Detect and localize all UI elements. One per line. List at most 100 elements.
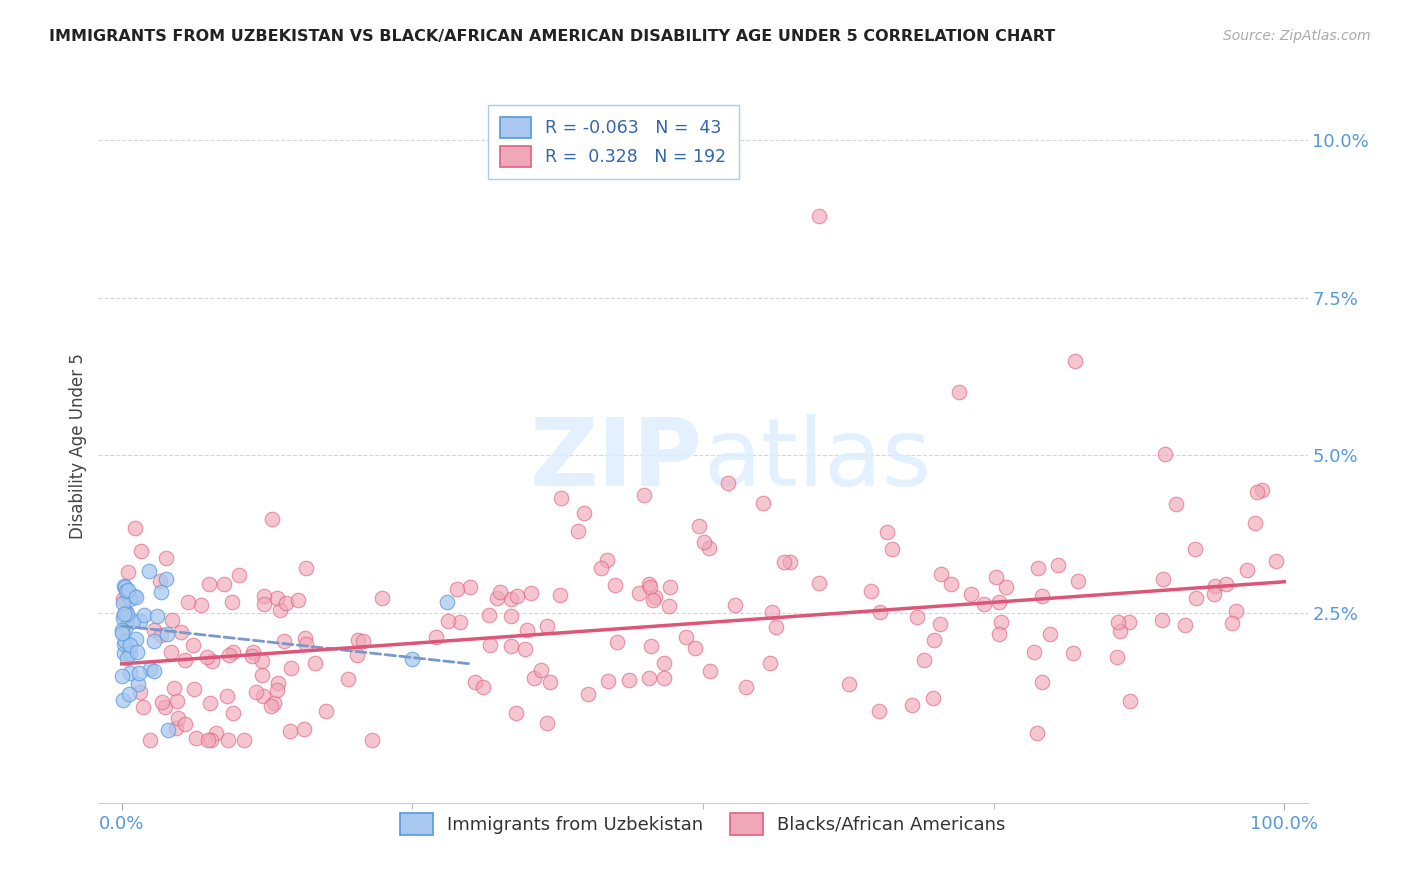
Point xyxy=(1202,587,1225,601)
Point xyxy=(1022,645,1045,659)
Point xyxy=(808,209,831,223)
Point xyxy=(505,706,527,720)
Point xyxy=(929,566,952,581)
Point xyxy=(181,638,204,652)
Point xyxy=(173,653,195,667)
Point xyxy=(675,631,697,645)
Point xyxy=(576,688,599,702)
Point xyxy=(988,594,1011,608)
Point xyxy=(596,553,619,567)
Point xyxy=(929,617,952,632)
Point xyxy=(117,582,139,597)
Point xyxy=(115,605,138,619)
Text: IMMIGRANTS FROM UZBEKISTAN VS BLACK/AFRICAN AMERICAN DISABILITY AGE UNDER 5 CORR: IMMIGRANTS FROM UZBEKISTAN VS BLACK/AFRI… xyxy=(49,29,1056,44)
Point xyxy=(163,681,186,695)
Point xyxy=(222,706,245,720)
Point xyxy=(120,646,142,660)
Point xyxy=(1184,541,1206,556)
Point xyxy=(807,576,830,591)
Point xyxy=(652,656,675,670)
Point xyxy=(155,550,177,565)
Point xyxy=(658,599,681,613)
Point xyxy=(752,496,775,510)
Point xyxy=(169,624,191,639)
Point xyxy=(167,711,190,725)
Point xyxy=(1265,554,1288,568)
Point xyxy=(425,630,447,644)
Point xyxy=(1031,589,1053,603)
Point xyxy=(984,570,1007,584)
Point xyxy=(156,626,179,640)
Point xyxy=(143,634,166,648)
Point xyxy=(253,589,276,603)
Point xyxy=(125,632,148,647)
Point xyxy=(166,721,188,735)
Point xyxy=(619,673,641,688)
Point xyxy=(1026,726,1049,740)
Point xyxy=(287,593,309,607)
Point xyxy=(567,524,589,539)
Point xyxy=(143,623,166,637)
Point xyxy=(186,731,208,746)
Point xyxy=(520,586,543,600)
Point xyxy=(197,732,219,747)
Text: atlas: atlas xyxy=(703,414,931,507)
Point xyxy=(112,637,135,651)
Text: Source: ZipAtlas.com: Source: ZipAtlas.com xyxy=(1223,29,1371,43)
Point xyxy=(263,696,285,710)
Point xyxy=(990,615,1012,629)
Point xyxy=(478,608,501,623)
Point xyxy=(114,580,136,594)
Point xyxy=(155,573,177,587)
Point xyxy=(758,657,780,671)
Point xyxy=(994,580,1017,594)
Point xyxy=(132,607,155,622)
Point xyxy=(215,689,238,703)
Point xyxy=(292,722,315,736)
Point xyxy=(734,680,756,694)
Point xyxy=(1166,497,1188,511)
Point xyxy=(603,578,626,592)
Point xyxy=(153,700,176,714)
Point xyxy=(641,593,664,607)
Point xyxy=(295,637,318,651)
Point xyxy=(1150,613,1173,627)
Point xyxy=(267,676,290,690)
Point xyxy=(204,726,226,740)
Point xyxy=(242,645,264,659)
Point xyxy=(117,566,139,580)
Point xyxy=(157,723,180,738)
Point xyxy=(688,519,710,533)
Point xyxy=(905,610,928,624)
Point xyxy=(245,685,267,699)
Point xyxy=(115,607,138,622)
Point xyxy=(124,590,146,604)
Point xyxy=(941,577,963,591)
Point xyxy=(201,654,224,668)
Point xyxy=(1064,353,1087,368)
Point xyxy=(779,556,801,570)
Point xyxy=(479,638,502,652)
Point xyxy=(516,624,538,638)
Point xyxy=(115,584,138,599)
Point xyxy=(1067,574,1090,588)
Point xyxy=(1251,483,1274,498)
Point xyxy=(221,595,243,609)
Legend: Immigrants from Uzbekistan, Blacks/African Americans: Immigrants from Uzbekistan, Blacks/Afric… xyxy=(391,804,1015,844)
Point xyxy=(436,615,458,629)
Point xyxy=(117,651,139,665)
Point xyxy=(1031,675,1053,690)
Point xyxy=(195,650,218,665)
Point xyxy=(1246,485,1268,500)
Point xyxy=(1107,649,1129,664)
Point xyxy=(143,665,166,679)
Point xyxy=(274,596,297,610)
Point xyxy=(112,596,135,610)
Point xyxy=(1109,624,1132,639)
Point xyxy=(523,672,546,686)
Point xyxy=(644,590,666,604)
Point xyxy=(1153,447,1175,461)
Point xyxy=(699,541,721,555)
Point xyxy=(315,705,337,719)
Point xyxy=(627,586,650,600)
